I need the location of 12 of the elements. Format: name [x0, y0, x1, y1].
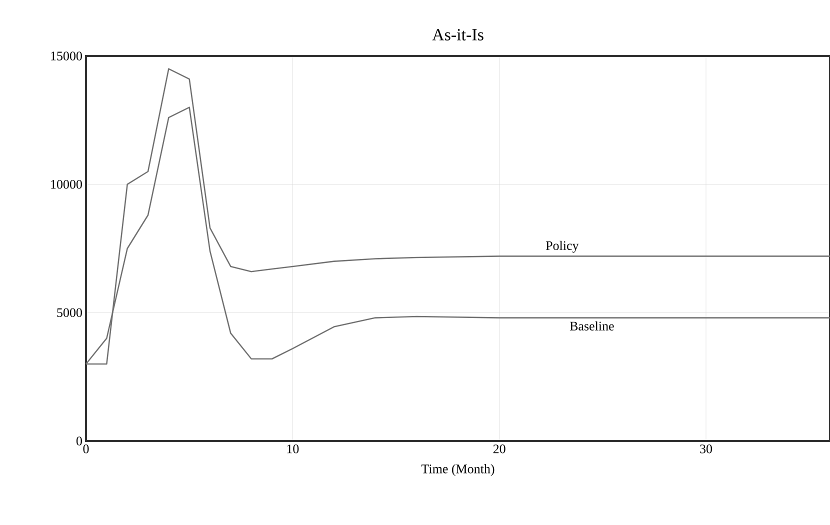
x-tick-label: 0 [83, 444, 89, 454]
series-label: Policy [546, 240, 579, 253]
chart-title: As-it-Is [432, 29, 484, 40]
series-label: Baseline [570, 321, 614, 330]
x-tick-label: 20 [493, 444, 506, 454]
x-tick-label: 30 [700, 444, 712, 454]
x-tick-label: 10 [287, 444, 299, 454]
y-tick-label: 5000 [57, 308, 82, 318]
y-tick-label: 10000 [51, 180, 82, 189]
y-tick-label: 0 [76, 436, 82, 446]
x-axis-title: Time (Month) [421, 464, 494, 476]
y-tick-label: 15000 [51, 52, 82, 60]
